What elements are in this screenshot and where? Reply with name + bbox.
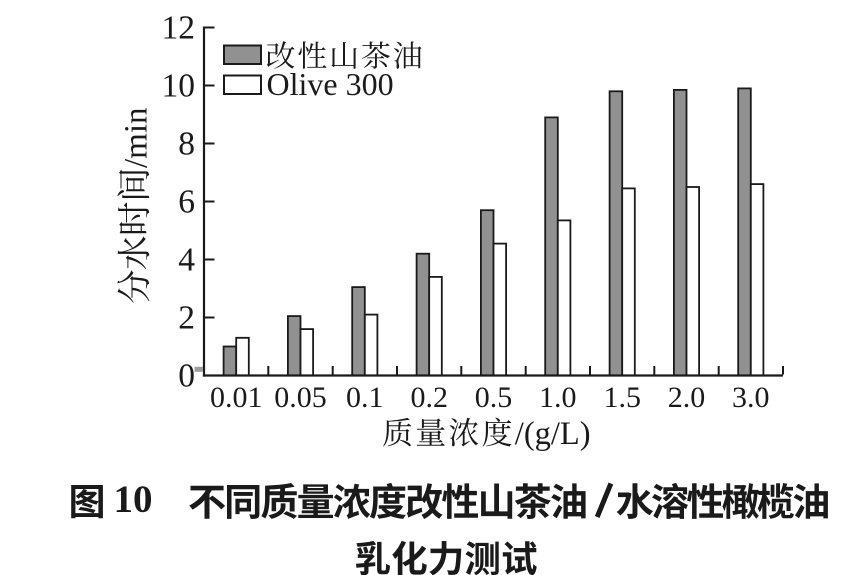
svg-text:8: 8	[178, 126, 195, 163]
svg-text:10: 10	[114, 478, 153, 521]
svg-text:/(g/L): /(g/L)	[515, 416, 591, 452]
svg-text:2: 2	[178, 300, 195, 337]
svg-text:1.5: 1.5	[603, 381, 641, 414]
svg-text:/min: /min	[119, 107, 155, 168]
svg-text:4: 4	[178, 242, 195, 279]
svg-text:12: 12	[162, 10, 196, 47]
svg-text:Olive 300: Olive 300	[267, 66, 394, 102]
svg-text:0.01: 0.01	[210, 381, 263, 414]
svg-text:3.0: 3.0	[732, 381, 770, 414]
svg-text:0.05: 0.05	[274, 381, 327, 414]
svg-text:10: 10	[162, 68, 196, 105]
svg-text:0.5: 0.5	[475, 381, 513, 414]
svg-text:2.0: 2.0	[668, 381, 706, 414]
svg-text:0: 0	[178, 358, 195, 395]
svg-text:6: 6	[178, 184, 195, 221]
svg-text:1.0: 1.0	[539, 381, 577, 414]
svg-text:0.2: 0.2	[410, 381, 448, 414]
svg-text:0.1: 0.1	[346, 381, 384, 414]
